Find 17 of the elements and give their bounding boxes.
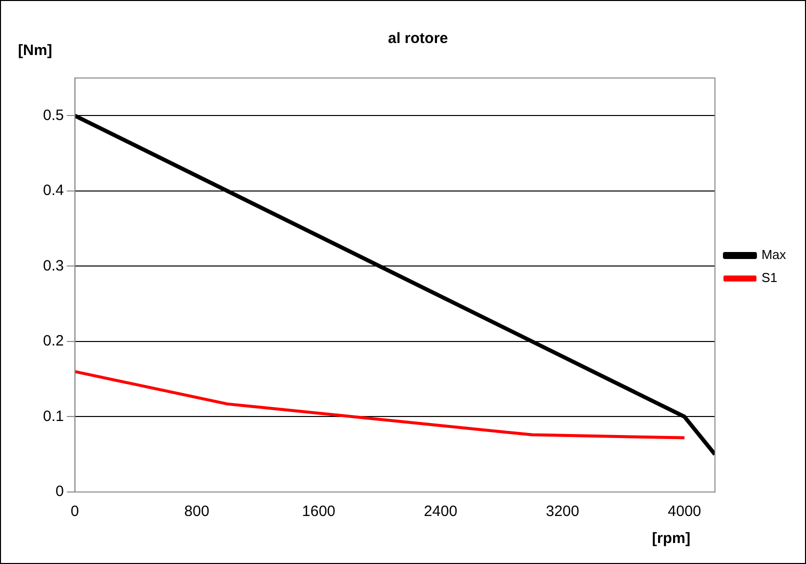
y-tick-label: 0.3 [42, 257, 64, 274]
legend-label: S1 [761, 270, 778, 286]
y-tick-label: 0.4 [42, 182, 64, 200]
x-tick-label: 1600 [302, 503, 336, 520]
y-tick-label: 0.5 [42, 106, 64, 124]
chart-title: al rotore [388, 30, 448, 48]
x-tick-label: 0 [70, 503, 80, 520]
x-tick-label: 4000 [668, 503, 702, 520]
legend-label: Max [761, 247, 786, 262]
x-tick-label: 2400 [424, 503, 458, 520]
y-tick-label: 0.2 [42, 332, 64, 350]
y-tick-label: 0 [56, 483, 64, 500]
x-axis-title: [rpm] [652, 530, 690, 547]
y-axis-title: [Nm] [18, 42, 52, 59]
x-tick-label: 800 [184, 503, 210, 520]
y-tick-label: 0.1 [42, 408, 64, 425]
x-tick-label: 3200 [546, 503, 580, 520]
